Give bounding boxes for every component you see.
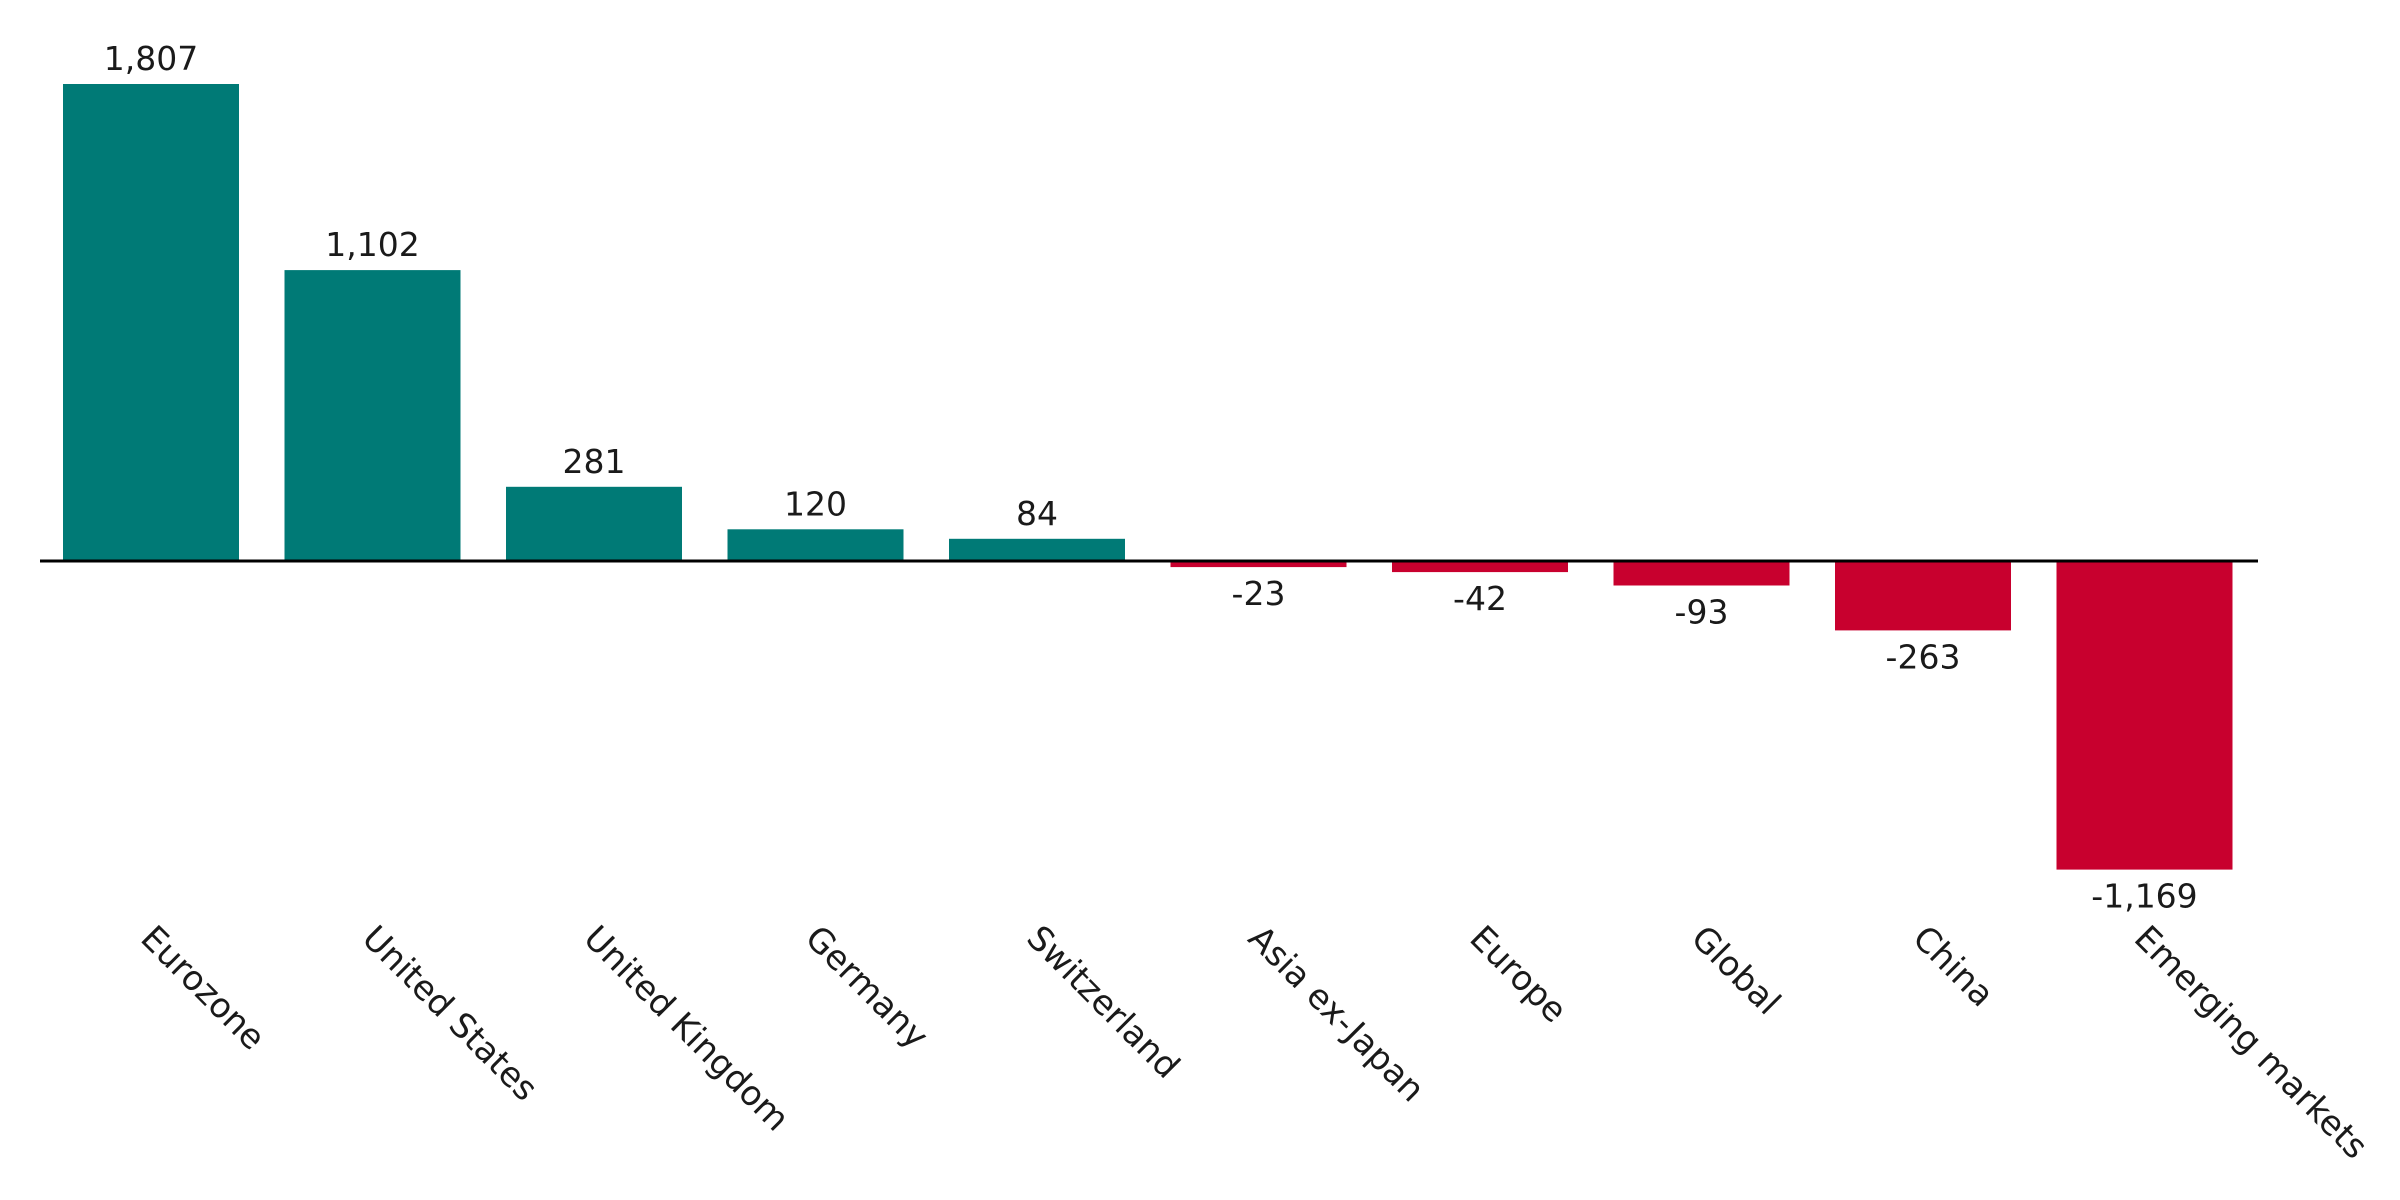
bar-global	[1613, 561, 1790, 586]
value-label-asia-ex-japan: -23	[1232, 574, 1286, 613]
bar-asia-ex-japan	[1170, 561, 1347, 568]
value-label-germany: 120	[784, 484, 847, 523]
bar-germany	[727, 529, 904, 561]
value-label-emerging-markets: -1,169	[2091, 877, 2197, 916]
value-label-europe: -42	[1453, 579, 1507, 618]
category-label-switzerland: Switzerland	[1019, 918, 1188, 1087]
value-label-eurozone: 1,807	[104, 39, 198, 78]
value-label-global: -93	[1675, 593, 1729, 632]
value-label-switzerland: 84	[1016, 494, 1058, 533]
category-label-europe: Europe	[1462, 918, 1575, 1031]
bar-united-states	[284, 270, 461, 561]
category-label-united-states: United States	[354, 918, 545, 1109]
category-label-china: China	[1905, 918, 2002, 1015]
value-label-united-kingdom: 281	[563, 442, 626, 481]
category-label-germany: Germany	[797, 918, 936, 1057]
category-label-united-kingdom: United Kingdom	[576, 918, 797, 1139]
bar-eurozone	[63, 84, 239, 561]
bar-united-kingdom	[506, 486, 682, 561]
bar-switzerland	[949, 538, 1125, 561]
bar-emerging-markets	[2056, 561, 2233, 870]
category-label-asia-ex-japan: Asia ex-Japan	[1240, 918, 1432, 1110]
value-label-united-states: 1,102	[325, 225, 419, 264]
category-label-eurozone: Eurozone	[133, 918, 273, 1058]
category-label-global: Global	[1683, 918, 1788, 1023]
category-label-emerging-markets: Emerging markets	[2126, 918, 2375, 1167]
bar-europe	[1392, 561, 1568, 573]
value-label-china: -263	[1886, 637, 1961, 676]
bar-china	[1835, 561, 2011, 631]
